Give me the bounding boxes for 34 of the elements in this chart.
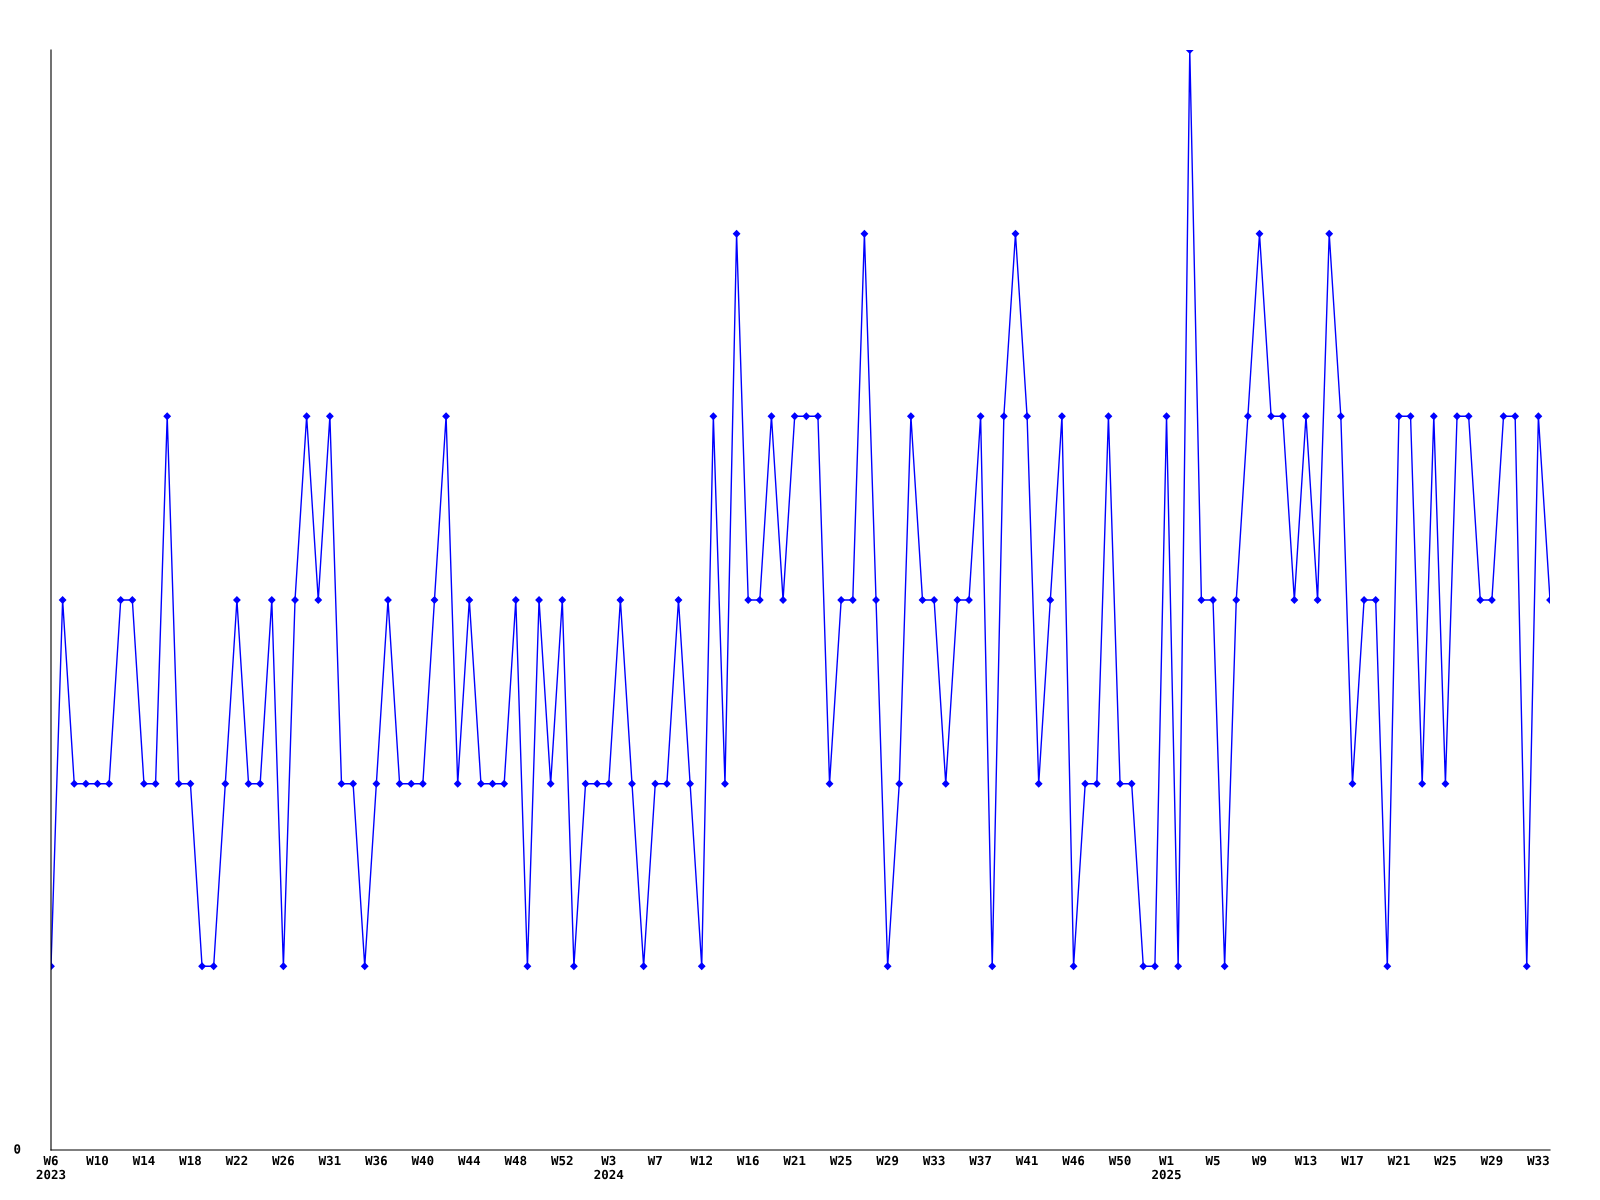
x-tick-label: W44 [458,1155,481,1166]
x-tick-label: W10 [86,1155,109,1166]
x-tick-label: W26 [272,1155,295,1166]
x-tick-label: W18 [179,1155,201,1166]
x-tick-label: W1 2025 [1152,1155,1181,1180]
x-tick-label: W9 [1251,1155,1267,1166]
x-tick-label: W33 [1527,1155,1549,1166]
x-tick-label: W48 [504,1155,527,1166]
x-tick-label: W29 [876,1155,899,1166]
x-tick-label: W21 [1387,1155,1410,1166]
x-tick-label: W37 [969,1155,991,1166]
x-tick-label: W5 [1205,1155,1220,1166]
x-tick-label: W31 [318,1155,341,1166]
x-tick-label: W52 [551,1155,573,1166]
x-tick-label: W3 2024 [594,1155,624,1180]
x-tick-label: W12 [690,1155,712,1166]
x-tick-label: W6 2023 [36,1155,66,1180]
x-tick-label: W46 [1062,1155,1085,1166]
x-tick-label: W22 [225,1155,248,1166]
x-tick-label: W17 [1341,1155,1363,1166]
x-tick-label: W40 [411,1155,434,1166]
x-tick-label: W25 [1434,1155,1456,1166]
x-tick-label: W14 [132,1155,155,1166]
x-tick-label: W41 [1015,1155,1038,1166]
x-tick-label: W21 [783,1155,806,1166]
x-tick-label: W29 [1480,1155,1503,1166]
x-tick-label: W33 [922,1155,945,1166]
x-tick-label: W25 [829,1155,852,1166]
x-tick-label: W36 [365,1155,387,1166]
x-tick-label: W13 [1294,1155,1317,1166]
x-tick-label: W7 [647,1155,662,1166]
x-tick-label: W50 [1108,1155,1131,1166]
x-tick-label: W16 [736,1155,759,1166]
text: 0 [14,1144,21,1154]
